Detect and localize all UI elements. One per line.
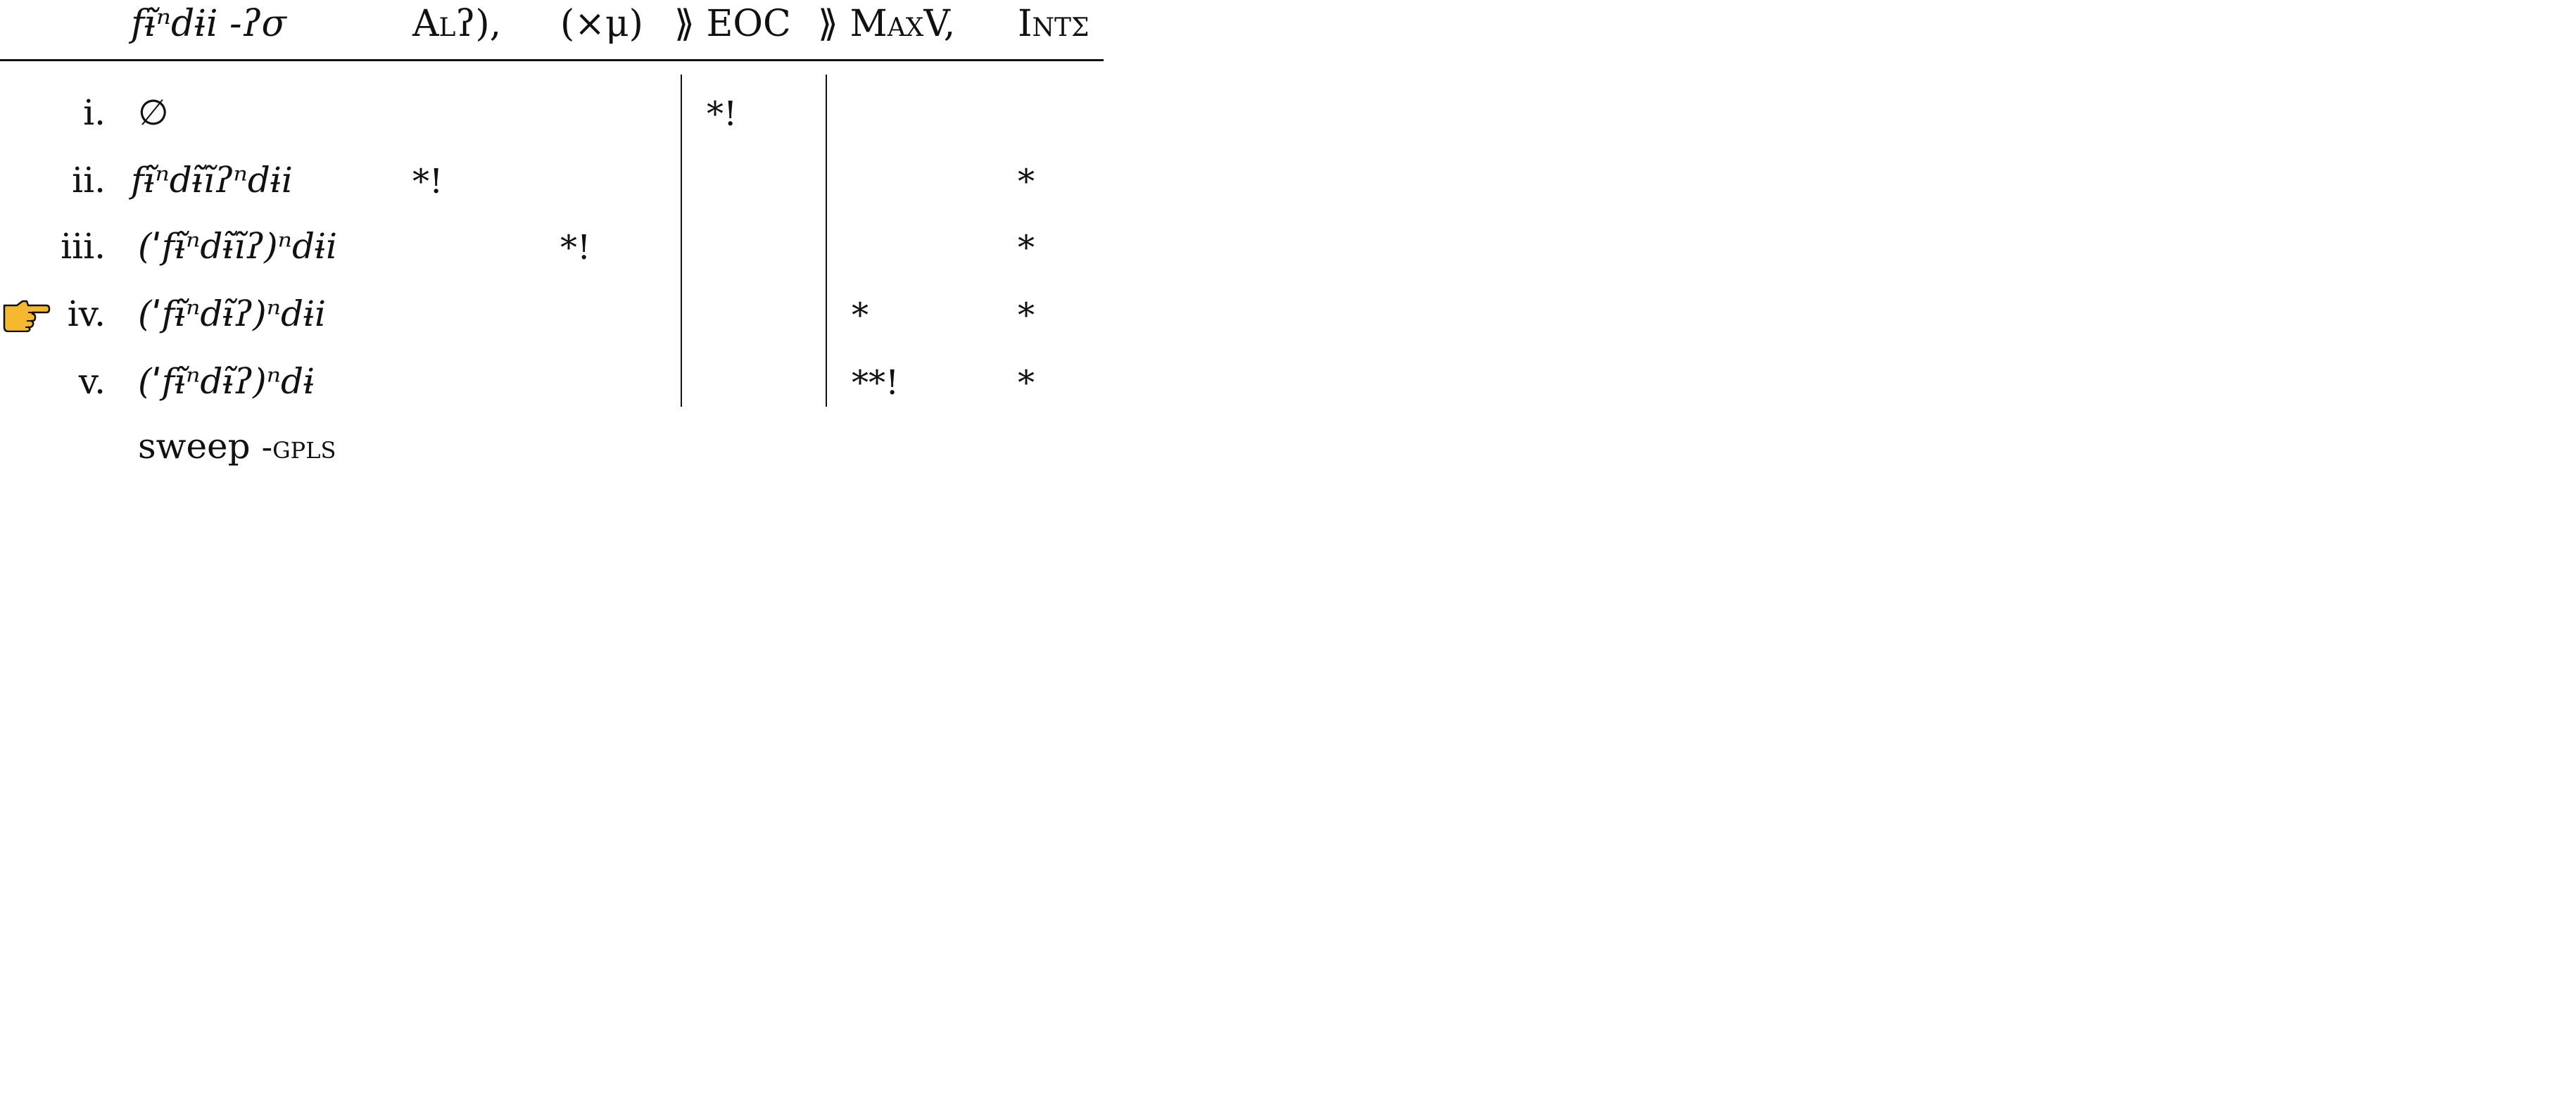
gloss-word: sweep: [138, 426, 251, 467]
violation-mark: *: [1018, 228, 1035, 267]
header-rule: [0, 59, 1104, 61]
violation-mark: *!: [560, 228, 591, 267]
candidate-number: ii.: [72, 160, 106, 201]
candidate-form: ∅: [138, 92, 169, 133]
stratum-divider-2: [826, 75, 827, 407]
gloss-morpheme: -gpls: [261, 428, 336, 466]
candidate-number: iii.: [61, 226, 106, 267]
candidate-form: (ˈfɨ̃ⁿdɨ̃ʔ)ⁿdɨ: [138, 361, 315, 402]
stratum-divider-1: [681, 75, 682, 407]
constraint-header-3: ⟫ EOC: [674, 3, 791, 45]
violation-mark: *: [1018, 363, 1035, 403]
gloss-caption: sweep -gpls: [138, 425, 336, 468]
violation-mark: *: [1018, 296, 1035, 335]
violation-mark: *!: [412, 162, 443, 201]
constraint-header-5: Intσ: [1018, 3, 1090, 45]
candidate-form: (ˈfɨ̃ⁿdɨ̃ʔ)ⁿdɨi: [138, 293, 326, 334]
candidate-form: fɨ̃ⁿdɨ̃ĩʔⁿdɨi: [131, 160, 293, 201]
candidate-form: (ˈfɨ̃ⁿdɨ̃ĩʔ)ⁿdɨi: [138, 226, 337, 267]
violation-mark: **!: [852, 363, 899, 403]
candidate-number: v.: [78, 361, 106, 402]
constraint-header-1: Alʔ),: [412, 3, 502, 45]
candidate-number: i.: [83, 92, 106, 133]
constraint-header-4: ⟫ MaxV,: [818, 3, 956, 45]
violation-mark: *: [1018, 162, 1035, 201]
violation-mark: *: [852, 296, 869, 335]
pointing-hand-icon: [3, 300, 51, 332]
constraint-header-2: (×μ): [560, 3, 643, 45]
input-form: fɨ̃ⁿdɨi -ʔσ: [131, 3, 286, 45]
violation-mark: *!: [707, 94, 738, 134]
candidate-number: iv.: [67, 293, 106, 334]
